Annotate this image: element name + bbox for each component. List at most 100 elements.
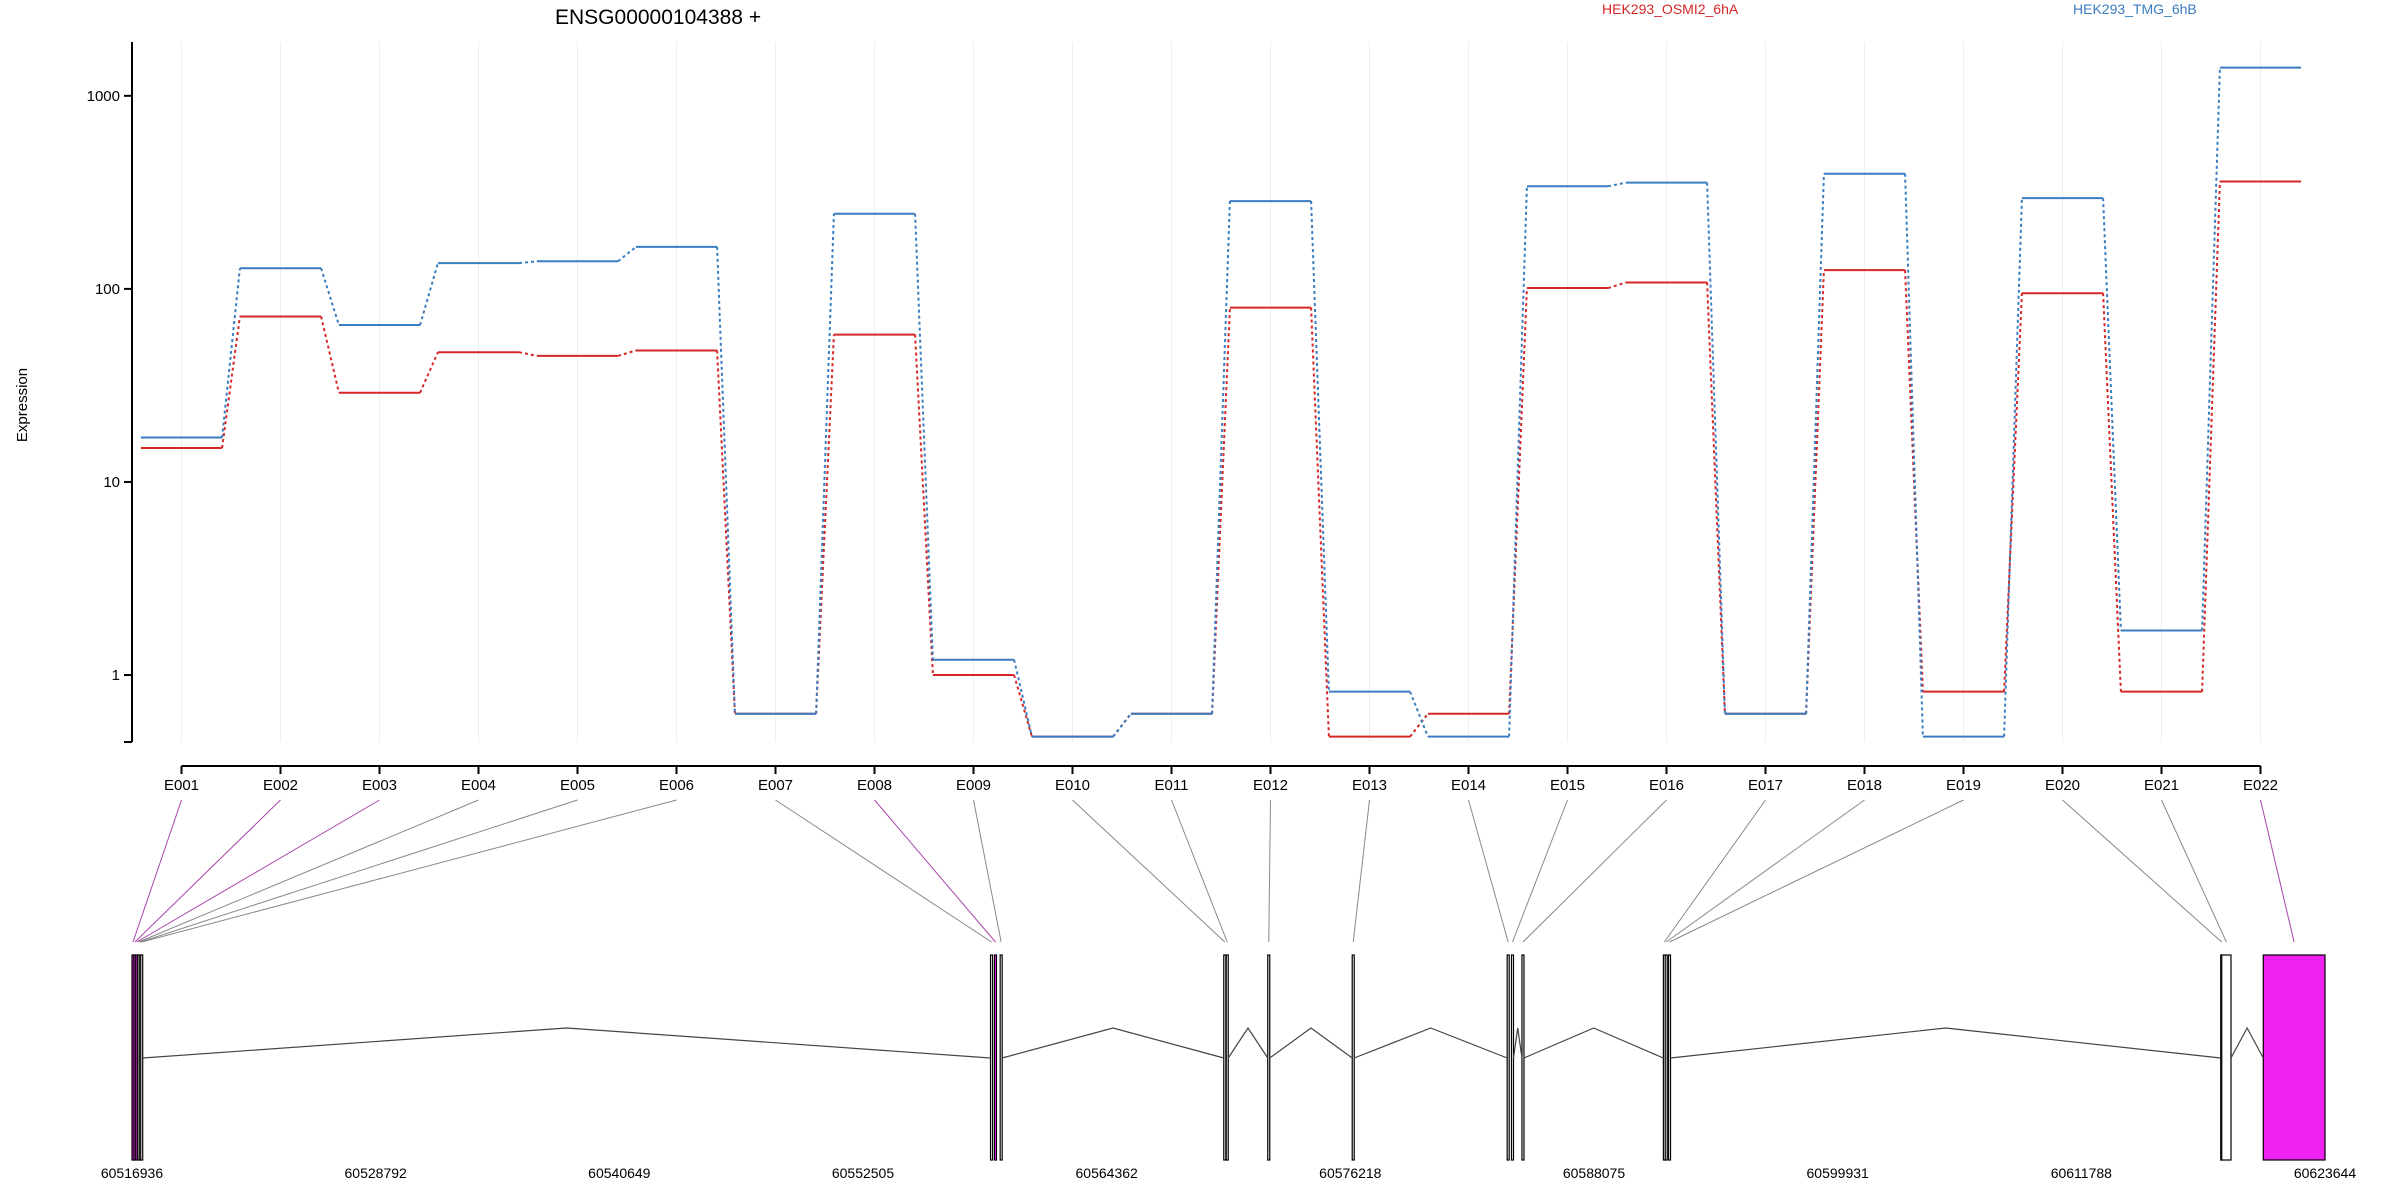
exon-box-e021	[2221, 954, 2232, 1161]
x-tick-label-e004: E004	[461, 777, 496, 794]
grid-lines	[181, 42, 2261, 742]
connector-e015	[1512, 799, 1568, 943]
connector-e018	[1665, 799, 1865, 943]
genomic-coordinate-label: 60564362	[1076, 1165, 1139, 1181]
gene-model: 60516936 60528792 60540649 60552505 60564362…	[101, 954, 2357, 1181]
x-tick-label-e003: E003	[362, 777, 397, 794]
y-tick-label: 100	[95, 281, 120, 298]
intron-line	[1002, 1027, 1224, 1059]
exon-box-e007	[989, 954, 994, 1161]
connector-e017	[1663, 799, 1766, 943]
x-tick-label-e020: E020	[2045, 777, 2080, 794]
connector-e021	[2161, 799, 2227, 943]
axes: 1 10 100 1000 E001 E002 E003 E004 E005 E006 E007 E0…	[87, 42, 2278, 794]
x-tick-label-e017: E017	[1748, 777, 1783, 794]
series-transition	[1904, 173, 1924, 737]
x-tick-label-e014: E014	[1451, 777, 1486, 794]
connector-e004	[138, 799, 479, 943]
connector-e020	[2062, 799, 2223, 943]
series-transition	[1013, 659, 1033, 737]
series-transition	[1706, 182, 1726, 714]
x-tick-label-e016: E016	[1649, 777, 1684, 794]
x-tick-label-e002: E002	[263, 777, 298, 794]
connector-e008	[874, 799, 996, 943]
genomic-coordinate-label: 60516936	[101, 1165, 164, 1181]
series-transition	[914, 334, 934, 676]
intron-line	[2230, 1026, 2264, 1059]
series-transition	[1508, 288, 1528, 714]
series-transition	[1409, 691, 1429, 737]
series-transition	[1211, 201, 1231, 714]
series-transition	[716, 246, 736, 714]
x-tick-label-e015: E015	[1550, 777, 1585, 794]
genomic-coordinate-label: 60588075	[1563, 1165, 1626, 1181]
series-transition	[2003, 293, 2023, 692]
intron-line	[1523, 1027, 1664, 1059]
exon-box-e014	[1506, 954, 1510, 1161]
x-tick-label-e001: E001	[164, 777, 199, 794]
exon-box-e018	[1664, 954, 1668, 1161]
exon-box-e010	[1223, 954, 1227, 1161]
genomic-coordinate-label: 60540649	[588, 1165, 651, 1181]
connector-e022	[2260, 799, 2295, 943]
genomic-coordinate-label: 60576218	[1319, 1165, 1382, 1181]
series-transition	[1508, 186, 1528, 737]
x-tick-label-e013: E013	[1352, 777, 1387, 794]
x-tick-label-e019: E019	[1946, 777, 1981, 794]
exon-box-e006	[140, 954, 144, 1161]
x-tick-label-e005: E005	[560, 777, 595, 794]
exon-box-e022	[2262, 954, 2326, 1161]
exon-box-e008	[993, 954, 998, 1161]
intron-line	[1269, 1027, 1353, 1059]
series-transition	[518, 260, 538, 265]
chart-title: ENSG00000104388 +	[555, 6, 761, 29]
connector-e003	[136, 799, 380, 943]
series-hek293-tmg-6hb	[140, 66, 2302, 738]
connector-e009	[973, 799, 1002, 943]
connector-e010	[1072, 799, 1226, 943]
series-transition	[815, 213, 835, 714]
series-transition	[1607, 181, 1627, 188]
series-transition	[914, 213, 934, 660]
series-transition	[1409, 713, 1429, 738]
x-tick-label-e009: E009	[956, 777, 991, 794]
series-transition	[1310, 307, 1330, 737]
connector-e019	[1669, 799, 1964, 943]
genomic-coordinate-label: 60623644	[2294, 1165, 2357, 1181]
x-tick-label-e021: E021	[2144, 777, 2179, 794]
series-transition	[1112, 713, 1132, 738]
connector-e014	[1468, 799, 1509, 943]
x-tick-label-e012: E012	[1253, 777, 1288, 794]
y-tick-label: 1	[112, 667, 120, 684]
series-transition	[1805, 173, 1825, 714]
genomic-coordinate-label: 60611788	[2051, 1165, 2112, 1181]
series-transition	[2102, 198, 2122, 631]
intron-line	[142, 1027, 991, 1059]
series-transition	[2003, 198, 2023, 737]
connector-e011	[1171, 799, 1228, 943]
connector-e005	[140, 799, 578, 943]
connector-e012	[1268, 799, 1271, 943]
genomic-coordinate-label: 60552505	[832, 1165, 895, 1181]
x-tick-label-e018: E018	[1847, 777, 1882, 794]
series-transition	[617, 349, 637, 357]
connector-e006	[141, 799, 677, 943]
series-transition	[1310, 201, 1330, 692]
connector-e001	[132, 799, 182, 943]
series-transition	[716, 350, 736, 714]
legend-series-tmg: HEK293_TMG_6hB	[2073, 1, 2197, 17]
x-tick-label-e011: E011	[1155, 777, 1189, 794]
legend-series-osmi2: HEK293_OSMI2_6hA	[1602, 1, 1739, 17]
series-transition	[419, 351, 439, 394]
x-tick-label-e006: E006	[659, 777, 694, 794]
exon-connector-lines	[132, 799, 2295, 943]
intron-line	[1354, 1027, 1508, 1059]
y-axis-label: Expression	[14, 368, 31, 442]
connector-e013	[1352, 799, 1370, 943]
series-transition	[320, 267, 340, 326]
genomic-coordinate-label: 60528792	[345, 1165, 408, 1181]
x-tick-label-e007: E007	[758, 777, 793, 794]
series-transition	[419, 262, 439, 326]
